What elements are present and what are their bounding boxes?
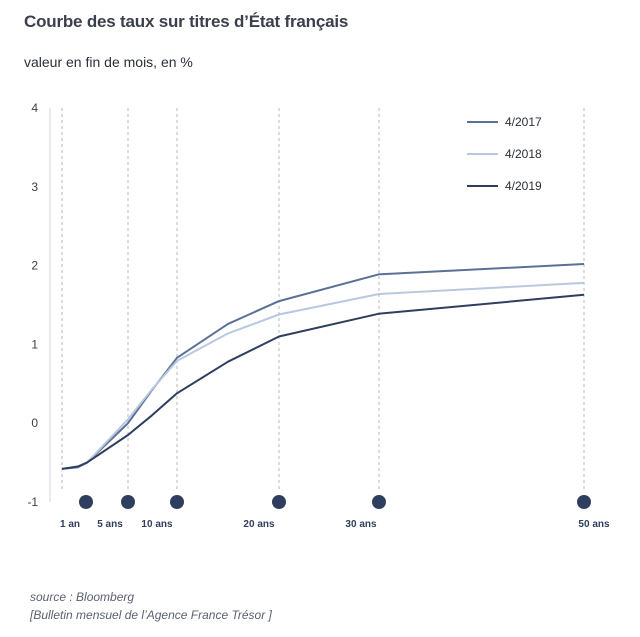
legend-label: 4/2018 bbox=[505, 147, 542, 161]
y-tick-label: 3 bbox=[31, 180, 38, 194]
maturity-marker bbox=[79, 495, 93, 509]
page-title: Courbe des taux sur titres d’État frança… bbox=[24, 12, 349, 31]
bulletin-line: [Bulletin mensuel de l’Agence France Tré… bbox=[30, 608, 272, 622]
y-tick-label: 0 bbox=[31, 416, 38, 430]
series-line bbox=[61, 281, 585, 470]
maturity-marker bbox=[577, 495, 591, 509]
x-tick-label: 20 ans bbox=[243, 519, 275, 530]
y-tick-label: 4 bbox=[31, 101, 38, 115]
y-tick-label: 1 bbox=[31, 337, 38, 351]
x-tick-label: 50 ans bbox=[578, 519, 610, 530]
y-tick-label: 2 bbox=[31, 259, 38, 273]
source-note: source : Bloomberg [Bulletin mensuel de … bbox=[30, 588, 272, 624]
maturity-marker bbox=[170, 495, 184, 509]
maturity-marker bbox=[121, 495, 135, 509]
maturity-marker bbox=[372, 495, 386, 509]
legend-label: 4/2017 bbox=[505, 115, 542, 129]
x-tick-label: 1 an bbox=[60, 519, 80, 530]
x-tick-label: 10 ans bbox=[141, 519, 173, 530]
yield-curve-chart: -1 0 1 2 3 4 1 an 5 ans 10 ans 20 ans 30 ans 50 ans… bbox=[27, 101, 610, 530]
x-tick-label: 5 ans bbox=[97, 519, 123, 530]
source-line: source : Bloomberg bbox=[30, 590, 135, 604]
chart-subtitle: valeur en fin de mois, en % bbox=[24, 54, 193, 70]
maturity-marker bbox=[272, 495, 286, 509]
x-tick-label: 30 ans bbox=[345, 519, 377, 530]
series-line bbox=[61, 263, 585, 470]
y-tick-label: -1 bbox=[27, 495, 38, 509]
series-line bbox=[61, 293, 585, 470]
legend-label: 4/2019 bbox=[505, 179, 542, 193]
